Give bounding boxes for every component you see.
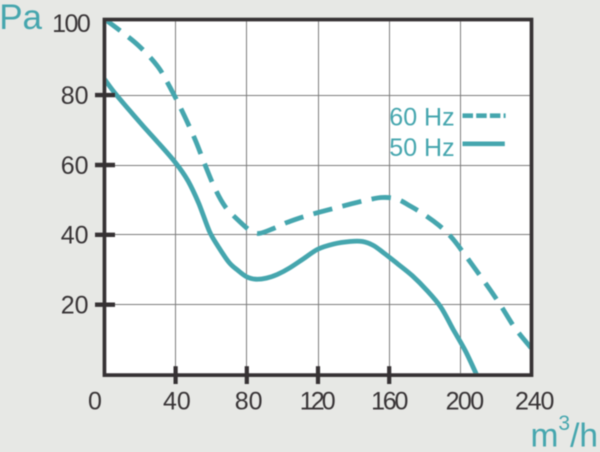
svg-text:100: 100 — [52, 10, 90, 38]
svg-text:60 Hz: 60 Hz — [389, 103, 454, 131]
svg-text:60: 60 — [61, 152, 89, 180]
svg-text:80: 80 — [235, 388, 263, 416]
svg-text:80: 80 — [61, 82, 89, 110]
svg-text:200: 200 — [446, 388, 484, 416]
svg-text:40: 40 — [163, 388, 191, 416]
svg-text:120: 120 — [300, 388, 335, 416]
svg-text:20: 20 — [61, 292, 89, 320]
svg-text:40: 40 — [61, 222, 89, 250]
svg-text:240: 240 — [515, 388, 553, 416]
svg-text:Pa: Pa — [0, 0, 43, 37]
svg-text:0: 0 — [88, 388, 102, 416]
svg-text:160: 160 — [371, 388, 407, 416]
svg-text:50 Hz: 50 Hz — [389, 134, 454, 162]
